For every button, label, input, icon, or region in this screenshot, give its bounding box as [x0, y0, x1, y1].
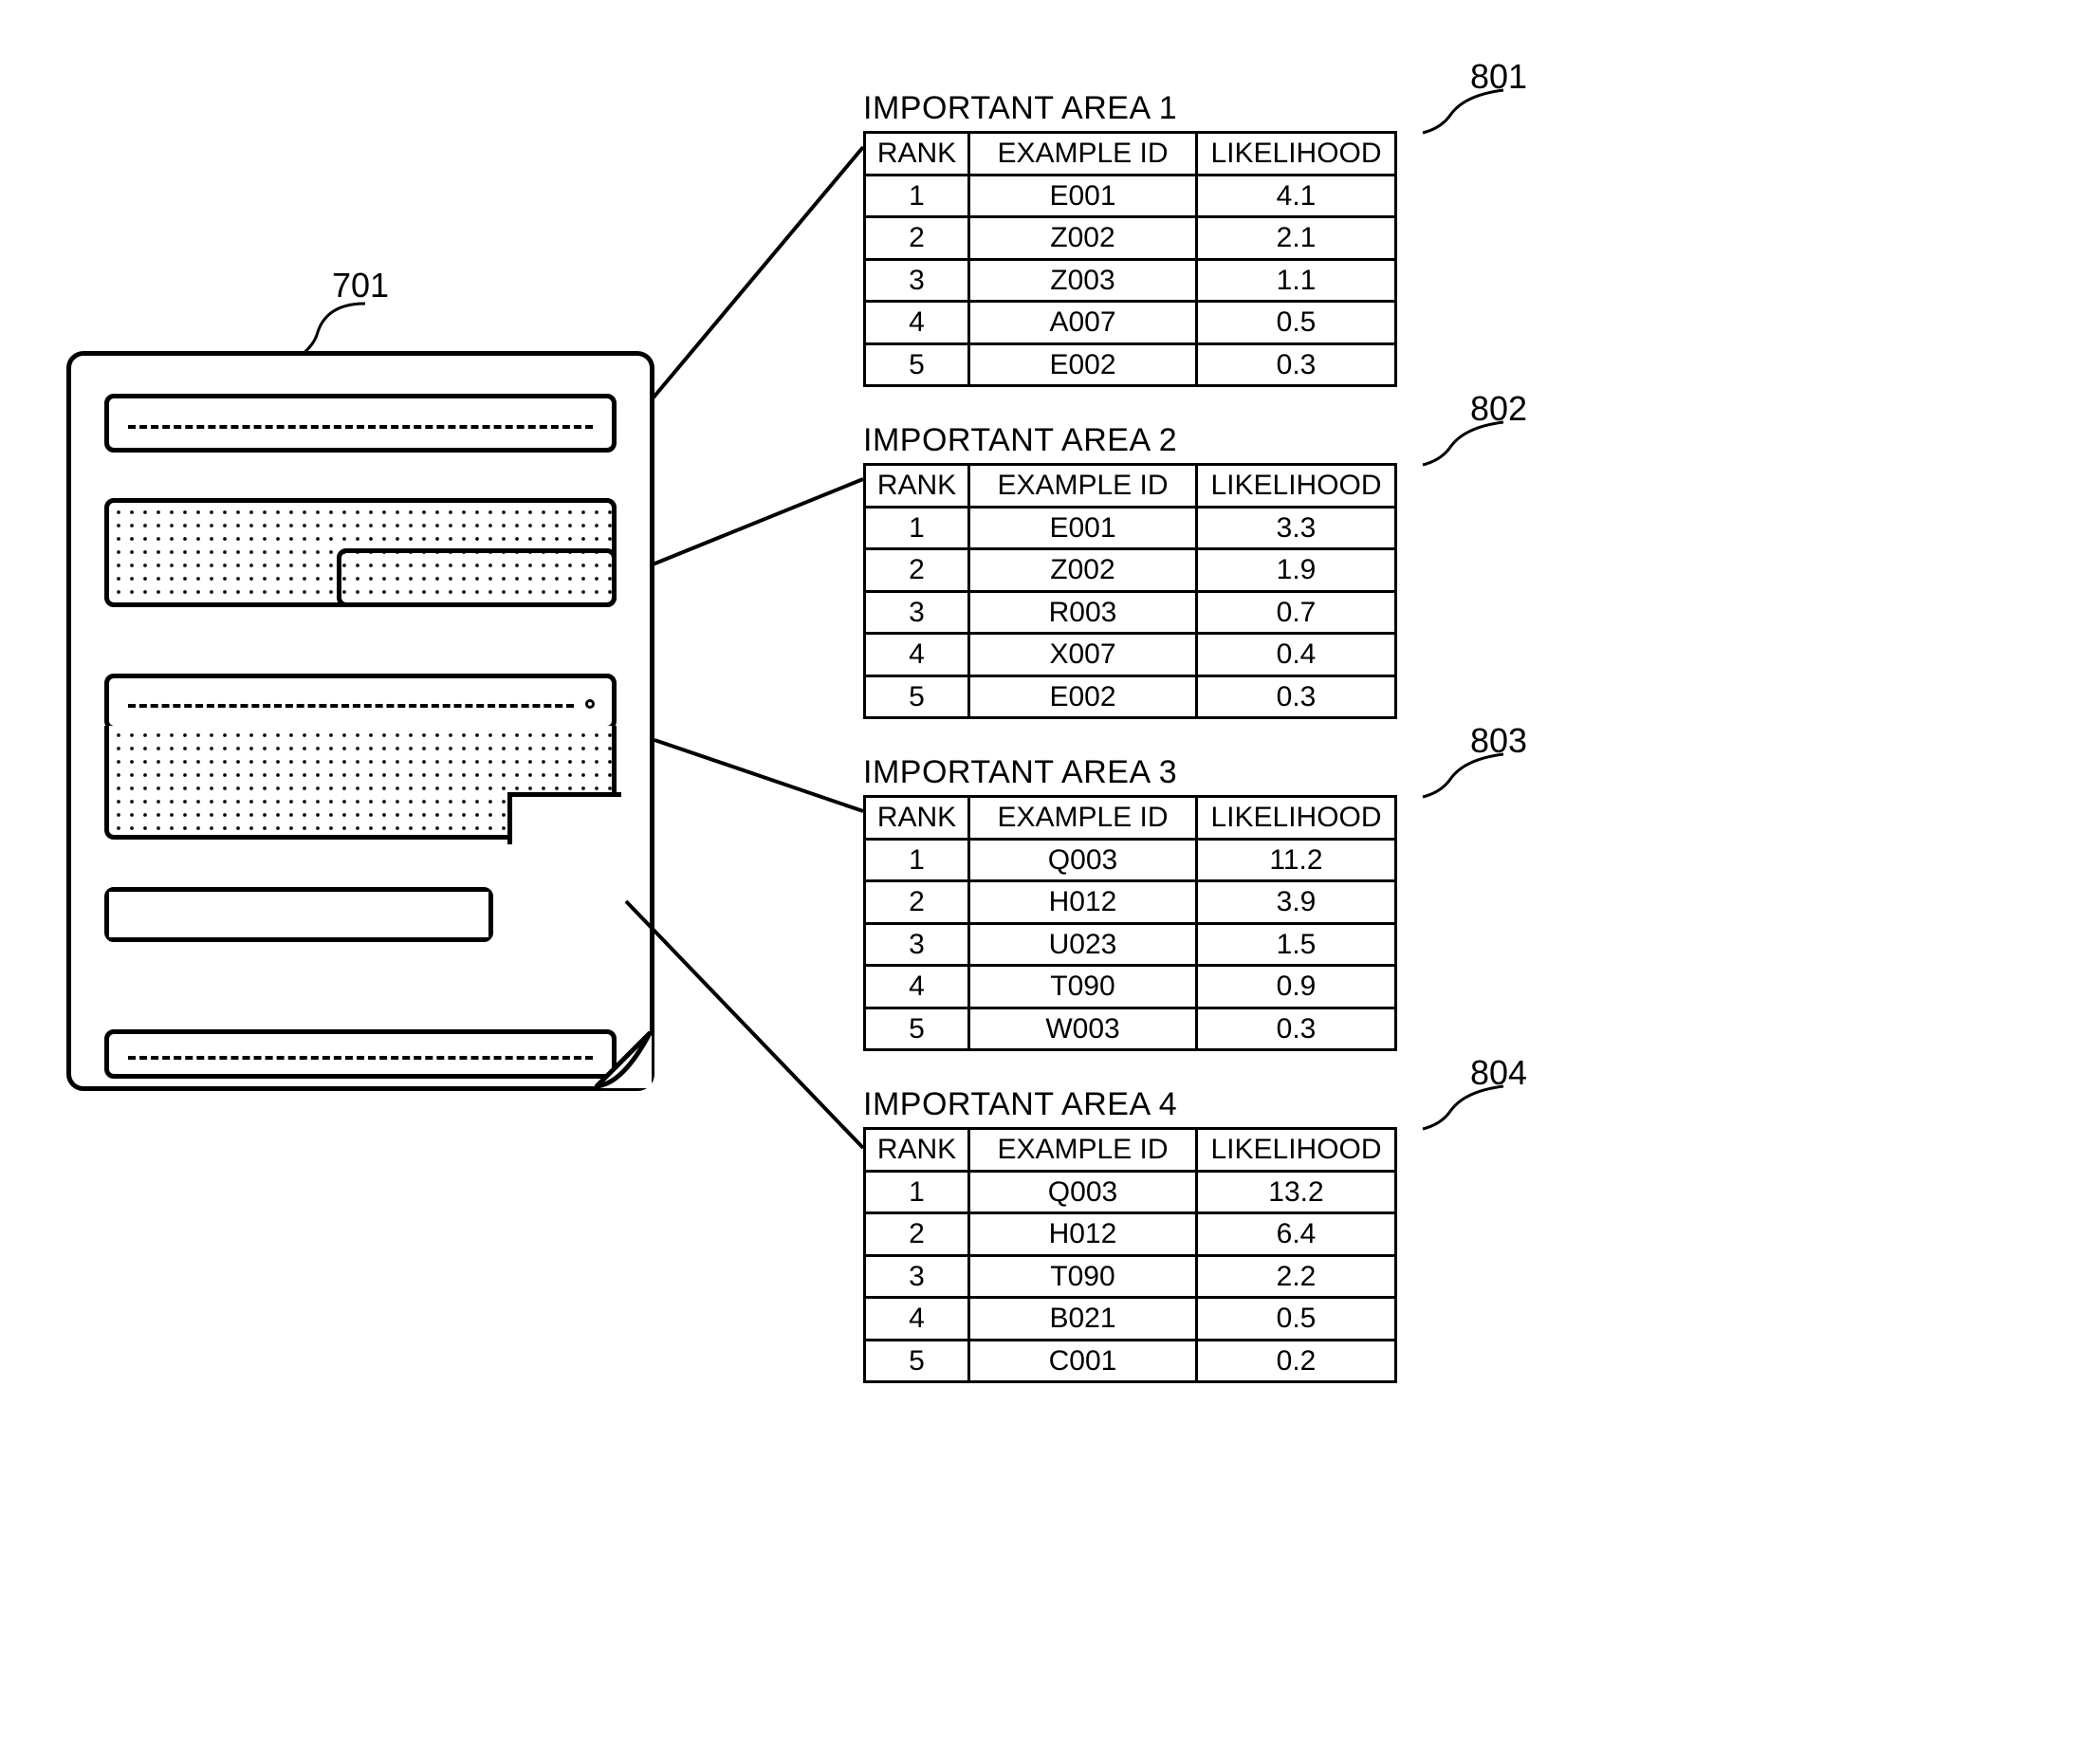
col-likelihood: LIKELIHOOD — [1197, 465, 1396, 508]
doc-region-4-mask — [109, 892, 488, 937]
area-title-2: IMPORTANT AREA 2 — [863, 422, 1397, 459]
table-row: 3T0902.2 — [865, 1255, 1396, 1298]
area-title-3: IMPORTANT AREA 3 — [863, 754, 1397, 791]
table-row: 2H0123.9 — [865, 881, 1396, 924]
table-row: 4A0070.5 — [865, 302, 1396, 344]
area-table-2: RANK EXAMPLE ID LIKELIHOOD 1E0013.3 2Z00… — [863, 463, 1397, 719]
doc-region-3-top — [104, 674, 617, 731]
dash-line-5 — [128, 1056, 593, 1060]
table-header-row: RANK EXAMPLE ID LIKELIHOOD — [865, 133, 1396, 176]
area-block-2: IMPORTANT AREA 2 RANK EXAMPLE ID LIKELIH… — [863, 422, 1397, 719]
ref-area3-leader — [1418, 745, 1532, 802]
area-title-4: IMPORTANT AREA 4 — [863, 1086, 1397, 1123]
area-block-4: IMPORTANT AREA 4 RANK EXAMPLE ID LIKELIH… — [863, 1086, 1397, 1383]
table-row: 3R0030.7 — [865, 591, 1396, 634]
col-example-id: EXAMPLE ID — [969, 1129, 1197, 1172]
area-block-3: IMPORTANT AREA 3 RANK EXAMPLE ID LIKELIH… — [863, 754, 1397, 1051]
col-rank: RANK — [865, 1129, 969, 1172]
area-table-3: RANK EXAMPLE ID LIKELIHOOD 1Q00311.2 2H0… — [863, 795, 1397, 1051]
small-circle-1 — [585, 699, 595, 709]
table-row: 5W0030.3 — [865, 1008, 1396, 1050]
document-page — [66, 351, 654, 1091]
table-row: 3U0231.5 — [865, 923, 1396, 966]
ref-area1-leader — [1418, 81, 1532, 138]
dash-line-1 — [128, 425, 593, 429]
table-header-row: RANK EXAMPLE ID LIKELIHOOD — [865, 1129, 1396, 1172]
table-row: 1Q00311.2 — [865, 839, 1396, 881]
table-row: 3Z0031.1 — [865, 259, 1396, 302]
area-title-1: IMPORTANT AREA 1 — [863, 90, 1397, 127]
table-row: 1E0014.1 — [865, 175, 1396, 217]
col-likelihood: LIKELIHOOD — [1197, 797, 1396, 840]
area-table-1: RANK EXAMPLE ID LIKELIHOOD 1E0014.1 2Z00… — [863, 131, 1397, 387]
col-example-id: EXAMPLE ID — [969, 465, 1197, 508]
area-block-1: IMPORTANT AREA 1 RANK EXAMPLE ID LIKELIH… — [863, 90, 1397, 387]
col-likelihood: LIKELIHOOD — [1197, 133, 1396, 176]
table-row: 2Z0021.9 — [865, 549, 1396, 592]
ref-area2-leader — [1418, 413, 1532, 470]
table-row: 4X0070.4 — [865, 634, 1396, 676]
table-row: 4B0210.5 — [865, 1298, 1396, 1341]
doc-region-1 — [104, 394, 617, 453]
doc-region-3-notch — [507, 792, 621, 844]
col-rank: RANK — [865, 465, 969, 508]
doc-region-2-inner — [337, 548, 617, 607]
page-fold-icon — [595, 1031, 652, 1088]
table-row: 1Q00313.2 — [865, 1171, 1396, 1213]
table-row: 5C0010.2 — [865, 1340, 1396, 1382]
col-example-id: EXAMPLE ID — [969, 133, 1197, 176]
ref-area4-leader — [1418, 1077, 1532, 1134]
col-rank: RANK — [865, 797, 969, 840]
table-row: 2H0126.4 — [865, 1213, 1396, 1256]
table-row: 1E0013.3 — [865, 507, 1396, 549]
table-header-row: RANK EXAMPLE ID LIKELIHOOD — [865, 797, 1396, 840]
dash-line-3 — [128, 704, 574, 708]
doc-region-5 — [104, 1029, 617, 1079]
table-header-row: RANK EXAMPLE ID LIKELIHOOD — [865, 465, 1396, 508]
col-rank: RANK — [865, 133, 969, 176]
table-row: 5E0020.3 — [865, 343, 1396, 386]
table-row: 5E0020.3 — [865, 675, 1396, 718]
col-likelihood: LIKELIHOOD — [1197, 1129, 1396, 1172]
table-row: 2Z0022.1 — [865, 217, 1396, 260]
table-row: 4T0900.9 — [865, 966, 1396, 1008]
col-example-id: EXAMPLE ID — [969, 797, 1197, 840]
figure-canvas: 701 801 802 803 804 — [38, 38, 1698, 1461]
area-table-4: RANK EXAMPLE ID LIKELIHOOD 1Q00313.2 2H0… — [863, 1127, 1397, 1383]
